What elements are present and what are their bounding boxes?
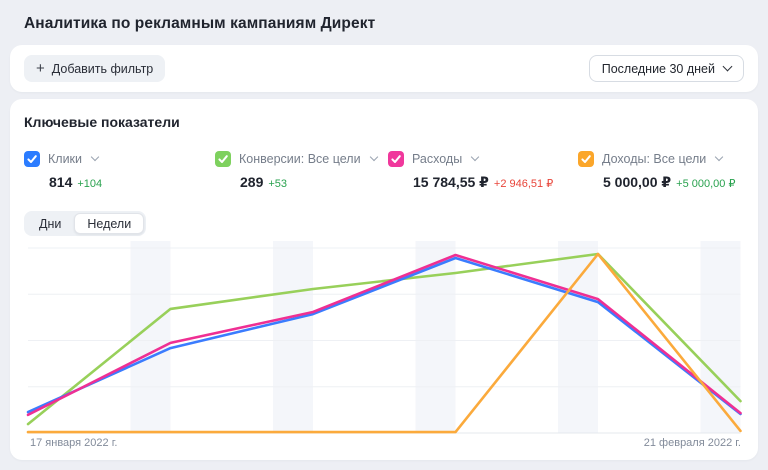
metric-selector[interactable]: Расходы xyxy=(388,151,578,167)
metric-selector[interactable]: Доходы: Все цели xyxy=(578,151,735,167)
chart-series-line-3[interactable] xyxy=(26,252,742,434)
add-filter-button[interactable]: + Добавить фильтр xyxy=(24,55,166,82)
metric-checkbox[interactable] xyxy=(24,151,40,167)
chevron-down-icon xyxy=(369,152,378,162)
chevron-down-icon xyxy=(722,61,733,72)
trend-chart-svg xyxy=(26,241,742,434)
filter-bar: + Добавить фильтр Последние 30 дней xyxy=(10,45,758,92)
chart-series-line-2[interactable] xyxy=(26,253,742,417)
metric-selector[interactable]: Клики xyxy=(24,151,215,167)
metric-value: 15 784,55 ₽ xyxy=(413,174,489,190)
weekend-band xyxy=(700,241,741,433)
metric-clicks: Клики 814 +104 xyxy=(24,151,215,191)
metric-delta: +53 xyxy=(268,178,288,190)
metric-revenue: Доходы: Все цели 5 000,00 ₽ +5 000,00 ₽ xyxy=(578,151,735,191)
metric-label: Клики xyxy=(48,152,83,166)
date-range-select[interactable]: Последние 30 дней xyxy=(588,55,744,82)
metric-costs: Расходы 15 784,55 ₽ +2 946,51 ₽ xyxy=(388,151,578,191)
x-axis-label-start: 17 января 2022 г. xyxy=(30,437,118,449)
metric-delta: +2 946,51 ₽ xyxy=(493,178,554,190)
granularity-tabs: Дни Недели xyxy=(10,211,758,236)
key-metrics-card: Ключевые показатели Клики 814 +104 xyxy=(10,99,758,460)
metric-delta: +5 000,00 ₽ xyxy=(676,178,736,190)
page-title: Аналитика по рекламным кампаниям Директ xyxy=(24,15,376,32)
metric-value: 5 000,00 ₽ xyxy=(603,174,672,190)
date-range-value: Последние 30 дней xyxy=(601,61,715,76)
tab-days[interactable]: Дни xyxy=(39,216,62,231)
metric-value: 814 xyxy=(49,174,73,190)
x-axis-label-end: 21 февраля 2022 г. xyxy=(643,437,741,449)
x-axis-labels: 17 января 2022 г. 21 февраля 2022 г. xyxy=(10,435,758,449)
check-icon xyxy=(581,155,591,163)
add-filter-label: Добавить фильтр xyxy=(51,61,154,76)
check-icon xyxy=(391,155,401,163)
metric-checkbox[interactable] xyxy=(388,151,404,167)
metrics-row: Клики 814 +104 Конверсии: Все цели xyxy=(10,151,758,191)
chevron-down-icon xyxy=(715,152,724,162)
metric-value: 289 xyxy=(240,174,264,190)
weekend-band xyxy=(558,241,598,433)
check-icon xyxy=(27,155,37,163)
metric-conversions: Конверсии: Все цели 289 +53 xyxy=(215,151,388,191)
tab-weeks[interactable]: Недели xyxy=(74,213,145,234)
plus-icon: + xyxy=(36,60,45,77)
chart-series-line-1[interactable] xyxy=(26,252,742,426)
trend-chart: 17 января 2022 г. 21 февраля 2022 г. xyxy=(10,239,758,449)
check-icon xyxy=(218,155,228,163)
chevron-down-icon xyxy=(470,152,480,162)
metric-label: Расходы xyxy=(412,152,463,166)
chevron-down-icon xyxy=(90,152,100,162)
section-heading: Ключевые показатели xyxy=(24,114,180,130)
metric-label: Доходы: Все цели xyxy=(602,152,707,166)
metric-checkbox[interactable] xyxy=(578,151,594,167)
metric-checkbox[interactable] xyxy=(215,151,231,167)
metric-selector[interactable]: Конверсии: Все цели xyxy=(215,151,388,167)
metric-delta: +104 xyxy=(77,178,103,190)
metric-label: Конверсии: Все цели xyxy=(239,152,361,166)
chart-series-line-0[interactable] xyxy=(26,256,742,416)
weekend-band xyxy=(273,241,313,433)
analytics-page: Аналитика по рекламным кампаниям Директ … xyxy=(10,15,758,460)
